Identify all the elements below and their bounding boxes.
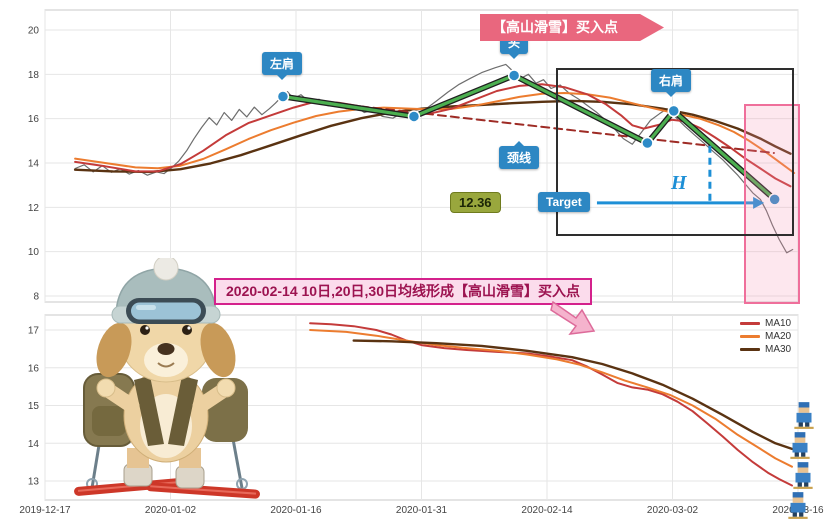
marker-dot	[276, 90, 290, 103]
target-tag: Target	[538, 192, 590, 212]
series-MA30	[73, 99, 792, 174]
legend-item-ma20[interactable]: MA20	[740, 330, 791, 343]
pixel-skier-icon	[788, 492, 808, 519]
ski-dog-illustration	[74, 258, 260, 499]
y-tick-label: 17	[28, 326, 40, 337]
pompom	[153, 258, 179, 281]
series-MA20	[74, 92, 796, 174]
x-tick-label: 2020-02-14	[521, 505, 573, 516]
x-tick-label: 2020-01-31	[396, 505, 448, 516]
series-MA30	[352, 339, 794, 451]
y-tick-label: 16	[28, 363, 40, 374]
y-tick-label: 8	[33, 292, 39, 303]
target-price-tag: 12.36	[450, 192, 501, 213]
left-ear	[96, 322, 132, 378]
buy-point-banner: 【高山滑雪】买入点	[480, 14, 664, 41]
marker-dot	[667, 104, 681, 118]
ma-legend: MA10 MA20 MA30	[740, 317, 791, 356]
y-tick-label: 13	[28, 477, 40, 488]
y-tick-label: 16	[28, 114, 40, 125]
legend-item-ma30[interactable]: MA30	[740, 343, 791, 356]
y-tick-label: 12	[28, 203, 40, 214]
legend-item-ma10[interactable]: MA10	[740, 317, 791, 330]
y-tick-label: 14	[28, 439, 40, 450]
signal-note: 2020-02-14 10日,20日,30日均线形成【高山滑雪】买入点	[214, 278, 592, 305]
breakdown-highlight-box	[744, 104, 800, 304]
neckline-tag: 颈线	[499, 141, 540, 169]
series-head-shoulders-pattern	[281, 73, 777, 201]
y-tick-label: 15	[28, 401, 40, 412]
pixel-skier-icon	[793, 462, 813, 489]
right-shoulder-tag: 右肩	[651, 69, 692, 97]
height-measure-label: H	[671, 172, 687, 194]
marker-dot	[507, 69, 521, 82]
y-tick-label: 10	[28, 247, 40, 258]
target-arrowhead	[753, 196, 765, 209]
marker-dot	[407, 110, 421, 123]
y-tick-label: 14	[28, 159, 40, 170]
right-ear	[200, 322, 236, 378]
right-ski	[146, 482, 260, 499]
x-tick-label: 2020-01-16	[270, 505, 322, 516]
x-tick-label: 2020-01-02	[145, 505, 197, 516]
series-MA10	[74, 83, 792, 188]
pixel-skier-icon	[790, 432, 810, 459]
marker-dot	[768, 193, 781, 206]
x-tick-label: 2019-12-17	[19, 505, 71, 516]
pixel-skier-icon	[794, 402, 814, 429]
marker-dot	[641, 136, 654, 150]
nose	[157, 343, 175, 355]
note-arrow-icon	[550, 301, 596, 335]
x-tick-label: 2020-03-02	[647, 505, 699, 516]
left-shoulder-tag: 左肩	[262, 52, 303, 80]
y-tick-label: 20	[28, 26, 40, 37]
y-tick-label: 18	[28, 70, 40, 81]
